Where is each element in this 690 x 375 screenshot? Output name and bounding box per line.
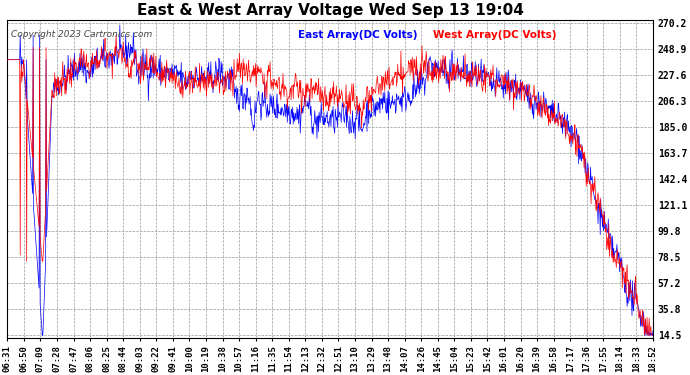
Text: East Array(DC Volts): East Array(DC Volts) [298, 30, 417, 40]
Title: East & West Array Voltage Wed Sep 13 19:04: East & West Array Voltage Wed Sep 13 19:… [137, 3, 524, 18]
Text: West Array(DC Volts): West Array(DC Volts) [433, 30, 557, 40]
Text: Copyright 2023 Cartronics.com: Copyright 2023 Cartronics.com [10, 30, 152, 39]
